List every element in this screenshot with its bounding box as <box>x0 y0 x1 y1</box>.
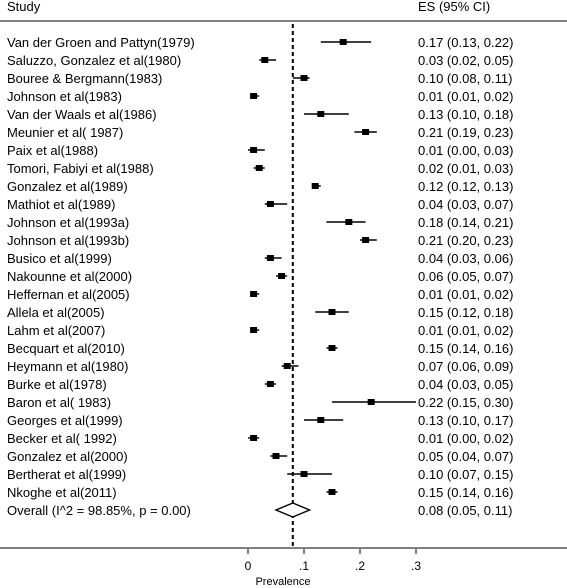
overall-label: Overall (I^2 = 98.85%, p = 0.00) <box>7 503 191 518</box>
study-label: Becquart et al(2010) <box>7 341 125 356</box>
effect-marker <box>362 237 370 243</box>
es-ci-text: 0.01 (0.00, 0.03) <box>418 143 513 158</box>
es-ci-text: 0.01 (0.01, 0.02) <box>418 89 513 104</box>
es-ci-text: 0.10 (0.08, 0.11) <box>418 71 512 86</box>
x-axis-label: Prevalence <box>255 576 310 588</box>
es-ci-text: 0.13 (0.10, 0.17) <box>418 413 513 428</box>
es-ci-text: 0.01 (0.00, 0.02) <box>418 431 513 446</box>
overall-es-ci-text: 0.08 (0.05, 0.11) <box>418 503 512 518</box>
es-ci-text: 0.04 (0.03, 0.07) <box>418 197 513 212</box>
study-label: Paix et al(1988) <box>7 143 98 158</box>
overall-diamond <box>274 502 312 518</box>
effect-marker <box>300 75 308 81</box>
es-ci-text: 0.06 (0.05, 0.07) <box>418 269 513 284</box>
study-label: Van der Groen and Pattyn(1979) <box>7 35 195 50</box>
study-label: Bouree & Bergmann(1983) <box>7 71 162 86</box>
study-label: Mathiot et al(1989) <box>7 197 115 212</box>
effect-marker <box>362 129 370 135</box>
study-label: Bertherat et al(1999) <box>7 467 126 482</box>
es-ci-text: 0.21 (0.19, 0.23) <box>418 125 513 140</box>
study-label: Meunier et al( 1987) <box>7 125 123 140</box>
es-ci-text: 0.04 (0.03, 0.05) <box>418 377 513 392</box>
study-label: Johnson et al(1993a) <box>7 215 129 230</box>
study-label: Heffernan et al(2005) <box>7 287 130 302</box>
effect-marker <box>272 453 280 459</box>
effect-marker <box>317 111 325 117</box>
x-tick-label: .1 <box>299 559 309 573</box>
es-ci-text: 0.15 (0.12, 0.18) <box>418 305 513 320</box>
es-ci-text: 0.02 (0.01, 0.03) <box>418 161 513 176</box>
effect-marker <box>328 345 336 351</box>
effect-marker <box>345 219 353 225</box>
study-label: Nakounne et al(2000) <box>7 269 132 284</box>
effect-marker <box>317 417 325 423</box>
header-study: Study <box>7 0 41 14</box>
effect-marker <box>328 309 336 315</box>
effect-marker <box>255 165 263 171</box>
study-label: Busico et al(1999) <box>7 251 112 266</box>
study-label: Georges et al(1999) <box>7 413 123 428</box>
study-label: Burke et al(1978) <box>7 377 107 392</box>
study-label: Saluzzo, Gonzalez et al(1980) <box>7 53 181 68</box>
study-label: Baron et al( 1983) <box>7 395 111 410</box>
es-ci-text: 0.01 (0.01, 0.02) <box>418 287 513 302</box>
es-ci-text: 0.15 (0.14, 0.16) <box>418 341 513 356</box>
effect-marker <box>367 399 375 405</box>
study-label: Gonzalez et al(1989) <box>7 179 128 194</box>
effect-marker <box>311 183 319 189</box>
x-tick-label: .2 <box>355 559 365 573</box>
effect-marker <box>261 57 269 63</box>
x-tick-label: .3 <box>411 559 421 573</box>
es-ci-text: 0.03 (0.02, 0.05) <box>418 53 513 68</box>
es-ci-text: 0.15 (0.14, 0.16) <box>418 485 513 500</box>
effect-marker <box>266 381 274 387</box>
effect-marker <box>250 147 258 153</box>
es-ci-text: 0.21 (0.20, 0.23) <box>418 233 513 248</box>
x-tick-label: 0 <box>245 559 252 573</box>
es-ci-text: 0.17 (0.13, 0.22) <box>418 35 513 50</box>
es-ci-text: 0.05 (0.04, 0.07) <box>418 449 513 464</box>
effect-marker <box>339 39 347 45</box>
es-ci-text: 0.07 (0.06, 0.09) <box>418 359 513 374</box>
es-ci-text: 0.22 (0.15, 0.30) <box>418 395 513 410</box>
study-label: Allela et al(2005) <box>7 305 105 320</box>
study-label: Van der Waals et al(1986) <box>7 107 157 122</box>
effect-marker <box>278 273 286 279</box>
header-es: ES (95% CI) <box>418 0 490 14</box>
effect-marker <box>266 201 274 207</box>
es-ci-text: 0.04 (0.03, 0.06) <box>418 251 513 266</box>
es-ci-text: 0.01 (0.01, 0.02) <box>418 323 513 338</box>
es-ci-text: 0.10 (0.07, 0.15) <box>418 467 513 482</box>
study-label: Becker et al( 1992) <box>7 431 117 446</box>
study-label: Heymann et al(1980) <box>7 359 128 374</box>
effect-marker <box>250 93 258 99</box>
effect-marker <box>328 489 336 495</box>
study-label: Lahm et al(2007) <box>7 323 105 338</box>
study-label: Nkoghe et al(2011) <box>7 485 117 500</box>
study-label: Johnson et al(1983) <box>7 89 122 104</box>
effect-marker <box>266 255 274 261</box>
effect-marker <box>250 291 258 297</box>
es-ci-text: 0.12 (0.12, 0.13) <box>418 179 513 194</box>
es-ci-text: 0.18 (0.14, 0.21) <box>418 215 513 230</box>
study-label: Tomori, Fabiyi et al(1988) <box>7 161 154 176</box>
effect-marker <box>283 363 291 369</box>
effect-marker <box>250 327 258 333</box>
study-label: Johnson et al(1993b) <box>7 233 129 248</box>
es-ci-text: 0.13 (0.10, 0.18) <box>418 107 513 122</box>
study-label: Gonzalez et al(2000) <box>7 449 128 464</box>
effect-marker <box>300 471 308 477</box>
effect-marker <box>250 435 258 441</box>
